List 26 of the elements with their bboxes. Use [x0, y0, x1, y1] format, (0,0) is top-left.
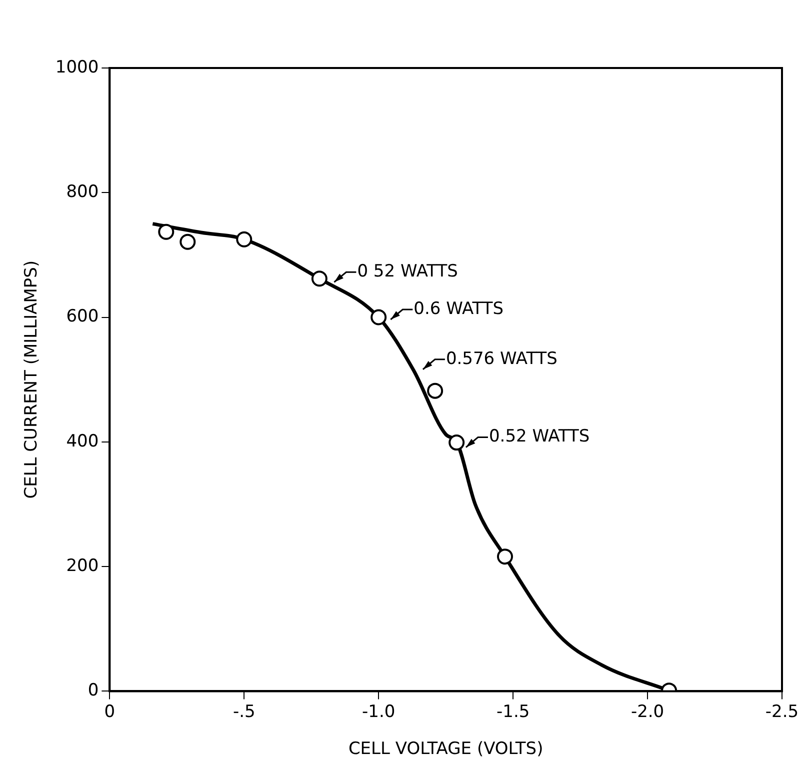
x-axis-title: CELL VOLTAGE (VOLTS) — [348, 739, 544, 760]
x-tick-label: -1.0 — [362, 702, 396, 722]
point — [497, 548, 513, 565]
y-tick-label: 600 — [66, 306, 99, 327]
point — [158, 224, 174, 240]
point — [236, 231, 252, 248]
point — [448, 434, 465, 451]
x-tick-label: -2.0 — [630, 702, 664, 722]
point — [370, 309, 387, 326]
annotation: 0.576 WATTS — [446, 348, 558, 369]
x-tick-label: -2.5 — [765, 702, 799, 722]
y-tick-label: 400 — [66, 431, 99, 452]
y-tick-label: 0 — [88, 680, 99, 701]
y-tick-label: 1000 — [55, 57, 99, 78]
y-tick-label: 800 — [66, 182, 99, 202]
y-tick-label: 200 — [66, 556, 99, 576]
annotation: 0.6 WATTS — [414, 298, 504, 319]
y-axis-title: CELL CURRENT (MILLIAMPS) — [22, 260, 42, 499]
x-tick-label: 0 — [104, 702, 116, 722]
x-tick-label: -1.5 — [496, 702, 530, 722]
point — [311, 270, 328, 287]
x-tick-label: -.5 — [232, 702, 256, 722]
point — [180, 234, 196, 250]
point — [427, 382, 444, 399]
annotation: 0.52 WATTS — [488, 426, 590, 447]
annotation: 0 52 WATTS — [357, 262, 458, 282]
